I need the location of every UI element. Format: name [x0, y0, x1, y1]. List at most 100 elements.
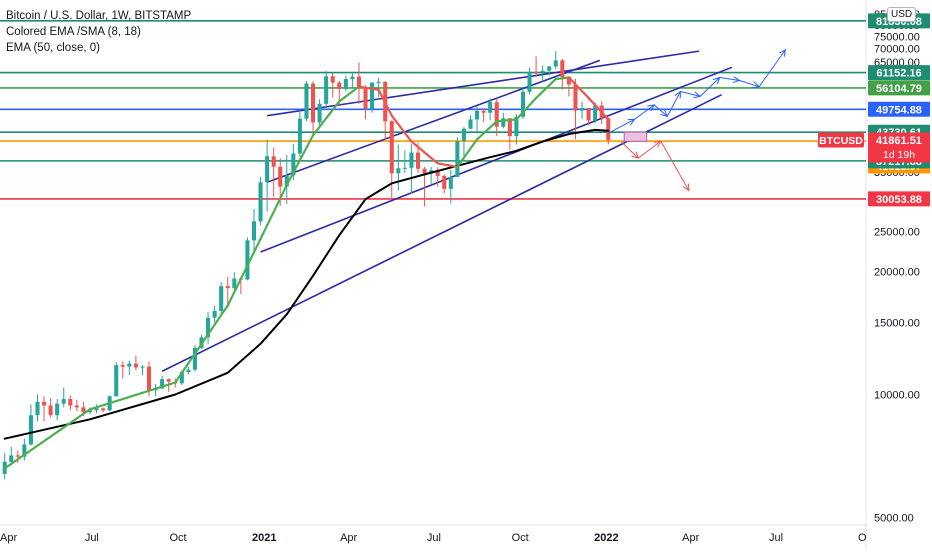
colored-ema-segment[interactable]	[88, 381, 177, 411]
colored-ema-segment[interactable]	[456, 138, 479, 168]
candle-body	[81, 407, 86, 413]
candle-body	[35, 401, 40, 416]
candle-body	[461, 128, 466, 142]
colored-ema-segment[interactable]	[534, 77, 557, 100]
candle-body	[396, 168, 401, 174]
colored-ema-segment[interactable]	[567, 76, 590, 100]
colored-ema-segment[interactable]	[226, 237, 262, 307]
candle-body	[370, 82, 375, 109]
colored-ema-segment[interactable]	[338, 85, 361, 103]
colored-ema-segment[interactable]	[587, 96, 610, 121]
colored-ema-segment[interactable]	[174, 304, 229, 384]
colored-ema-segment[interactable]	[515, 96, 538, 121]
colored-ema-segment[interactable]	[3, 408, 92, 470]
colored-ema-segment[interactable]	[311, 100, 341, 137]
colored-ema-segment[interactable]	[259, 183, 288, 240]
candle-body	[127, 363, 132, 367]
time-axis-tick-label: O	[858, 532, 867, 544]
candle-body	[297, 118, 302, 154]
symbol-tag-bg	[818, 132, 864, 148]
currency-button[interactable]: USD	[887, 7, 917, 22]
level-price-label-bg	[868, 65, 930, 81]
bullish-projection-segment[interactable]	[739, 80, 760, 88]
candle-body	[166, 379, 171, 382]
candle-body	[501, 118, 506, 127]
bullish-projection-segment[interactable]	[699, 77, 721, 97]
level-price-label-bg	[868, 191, 930, 207]
bullish-projection-segment[interactable]	[634, 104, 655, 120]
lower-channel-upper-line[interactable]	[266, 59, 601, 184]
candle-body	[55, 403, 60, 416]
highlight-box[interactable]	[623, 131, 648, 142]
symbol-tag: BTCUSD	[819, 135, 863, 147]
candle-body	[389, 121, 394, 174]
indicator-label-ema50[interactable]: EMA (50, close, 0)	[6, 42, 100, 54]
candle-body	[146, 366, 152, 391]
candle-body	[330, 76, 335, 83]
candle-body	[514, 116, 519, 137]
colored-ema-segment[interactable]	[390, 114, 413, 143]
candle-body	[68, 399, 73, 406]
candle-body	[186, 369, 191, 373]
candle-body	[291, 153, 296, 176]
colored-ema-segment[interactable]	[285, 134, 315, 187]
colored-ema-segment[interactable]	[357, 85, 380, 91]
candle-body	[356, 76, 361, 89]
price-axis-tick-label: 70000.00	[874, 44, 920, 56]
upper-channel-lower-line[interactable]	[260, 66, 733, 253]
candle-body	[547, 66, 552, 71]
colored-ema-segment[interactable]	[410, 140, 439, 165]
time-axis-tick-label: 2021	[252, 532, 276, 544]
indicator-label-colored-ema[interactable]: Colored EMA /SMA (8, 18)	[6, 26, 141, 38]
candle-body	[593, 105, 598, 121]
candle-body	[507, 118, 512, 137]
bearish-projection-segment[interactable]	[660, 140, 690, 191]
candle-body	[376, 82, 381, 84]
price-axis-tick-label: 15000.00	[874, 317, 920, 329]
candle-body	[527, 71, 532, 92]
candle-countdown-label: 1d 19h	[883, 149, 915, 161]
bullish-projection-segment[interactable]	[758, 49, 786, 87]
candle-body	[494, 102, 499, 127]
level-price-label: 30053.88	[876, 194, 922, 206]
bullish-projection-segment[interactable]	[653, 104, 668, 117]
bullish-projection-segment[interactable]	[608, 118, 635, 134]
candle-body	[304, 83, 309, 119]
ema50-line[interactable]	[3, 128, 610, 440]
bearish-projection-segment[interactable]	[621, 141, 639, 159]
colored-ema-segment[interactable]	[475, 120, 498, 141]
candle-body	[271, 156, 276, 167]
level-price-label: 61152.16	[876, 68, 921, 80]
price-axis-tick-label: 25000.00	[874, 227, 920, 239]
candle-body	[363, 88, 368, 109]
bullish-projection-segment[interactable]	[680, 90, 701, 97]
candle-body	[42, 401, 47, 406]
price-axis-tick-label: 10000.00	[874, 390, 920, 402]
time-axis-tick-label: Apr	[0, 532, 17, 544]
colored-ema-segment[interactable]	[554, 76, 570, 81]
candle-body	[192, 347, 197, 370]
candle-body	[435, 170, 440, 176]
candle-body	[245, 240, 250, 280]
candle-body	[534, 71, 539, 73]
candle-body	[22, 444, 27, 457]
candle-body	[311, 83, 316, 123]
candle-body	[468, 119, 473, 129]
colored-ema-segment[interactable]	[377, 88, 393, 117]
candle-body	[284, 175, 289, 187]
candle-body	[579, 108, 585, 111]
candle-body	[278, 166, 283, 187]
candle-body	[606, 118, 611, 140]
bullish-projection-segment[interactable]	[719, 76, 740, 81]
candle-body	[133, 363, 138, 368]
bearish-projection-segment[interactable]	[637, 140, 662, 159]
bullish-projection-segment[interactable]	[666, 91, 681, 117]
colored-ema-segment[interactable]	[436, 162, 459, 168]
candle-body	[350, 76, 355, 79]
level-price-label: 49754.88	[876, 104, 922, 116]
bearish-projection-arrowhead	[682, 183, 690, 192]
colored-ema-segment[interactable]	[495, 118, 518, 123]
candle-body	[140, 366, 145, 368]
